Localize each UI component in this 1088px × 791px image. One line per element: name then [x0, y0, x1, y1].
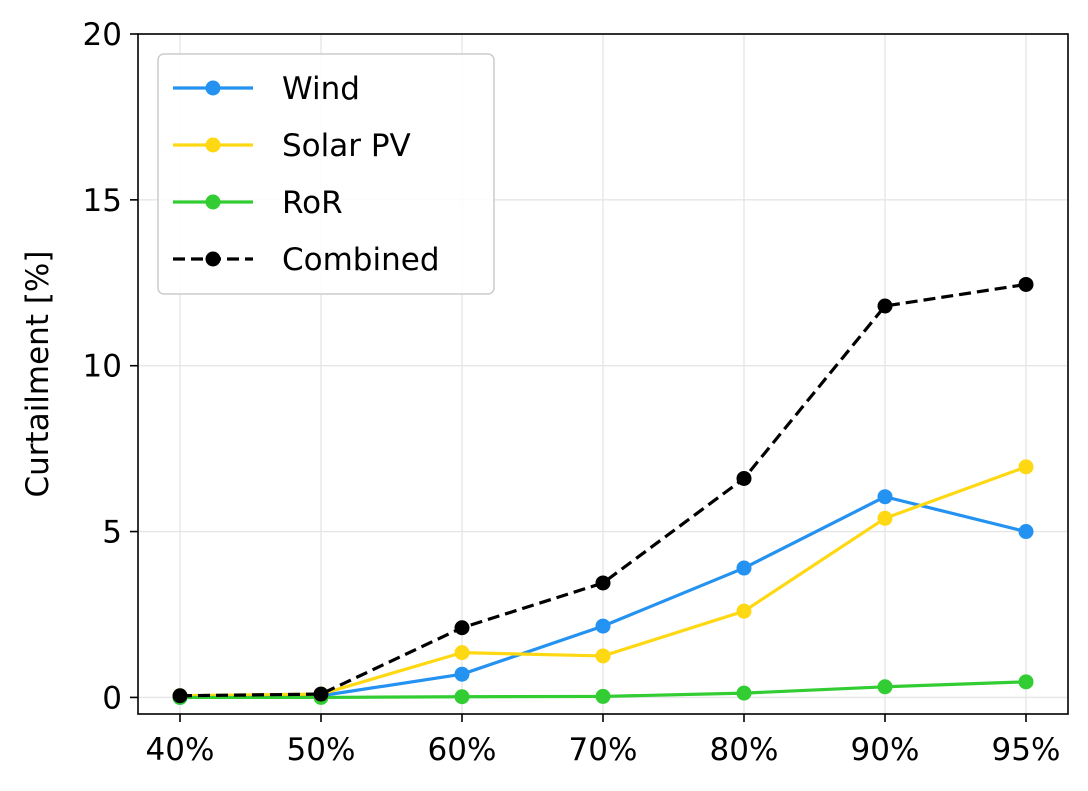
- data-point-ror: [454, 689, 470, 705]
- y-tick-label: 15: [83, 183, 122, 219]
- data-point-solar-pv: [877, 510, 893, 526]
- data-point-combined: [454, 620, 470, 636]
- data-point-combined: [313, 686, 329, 702]
- data-point-ror: [595, 688, 611, 704]
- x-tick-label: 50%: [287, 732, 356, 768]
- data-point-wind: [877, 489, 893, 505]
- x-tick-label: 60%: [428, 732, 497, 768]
- y-tick-label: 0: [102, 680, 122, 716]
- legend-label: Combined: [282, 242, 440, 278]
- data-point-wind: [595, 618, 611, 634]
- x-tick-label: 80%: [710, 732, 779, 768]
- series-layer: [172, 276, 1034, 705]
- data-point-wind: [736, 560, 752, 576]
- data-point-combined: [736, 470, 752, 486]
- data-point-combined: [172, 688, 188, 704]
- x-tick-label: 40%: [146, 732, 215, 768]
- data-point-solar-pv: [1018, 459, 1034, 475]
- legend-item-combined: Combined: [173, 242, 440, 278]
- y-tick-label: 20: [83, 17, 122, 53]
- legend-marker: [205, 137, 221, 153]
- legend-item-wind: Wind: [173, 71, 360, 107]
- data-point-ror: [877, 679, 893, 695]
- data-point-wind: [1018, 524, 1034, 540]
- y-axis-label: Curtailment [%]: [20, 251, 56, 498]
- legend-marker: [205, 251, 221, 267]
- data-point-ror: [1018, 674, 1034, 690]
- x-tick-label: 70%: [569, 732, 638, 768]
- legend-marker: [205, 194, 221, 210]
- plot-frame: [137, 33, 1069, 715]
- data-point-combined: [595, 575, 611, 591]
- y-tick-label: 10: [83, 349, 122, 385]
- legend-box: [157, 53, 495, 295]
- legend-item-solar-pv: Solar PV: [173, 128, 411, 164]
- legend-item-ror: RoR: [173, 185, 343, 221]
- x-tick-label: 95%: [992, 732, 1061, 768]
- legend-label: Wind: [282, 71, 360, 107]
- legend-marker: [205, 80, 221, 96]
- data-point-combined: [1018, 276, 1034, 292]
- data-point-wind: [454, 666, 470, 682]
- data-point-solar-pv: [454, 645, 470, 661]
- data-point-solar-pv: [595, 648, 611, 664]
- y-tick-label: 5: [102, 515, 122, 551]
- ticks-layer: 40% 50% 60% 70% 80% 90% 95% 0 5 10 15 20: [83, 17, 1061, 768]
- legend-label: Solar PV: [282, 128, 411, 164]
- x-tick-label: 90%: [851, 732, 920, 768]
- data-point-solar-pv: [736, 603, 752, 619]
- legend: Wind Solar PV RoR Combined: [157, 53, 495, 295]
- series-combined: [172, 276, 1034, 704]
- data-point-combined: [877, 298, 893, 314]
- legend-label: RoR: [282, 185, 343, 221]
- data-point-ror: [736, 685, 752, 701]
